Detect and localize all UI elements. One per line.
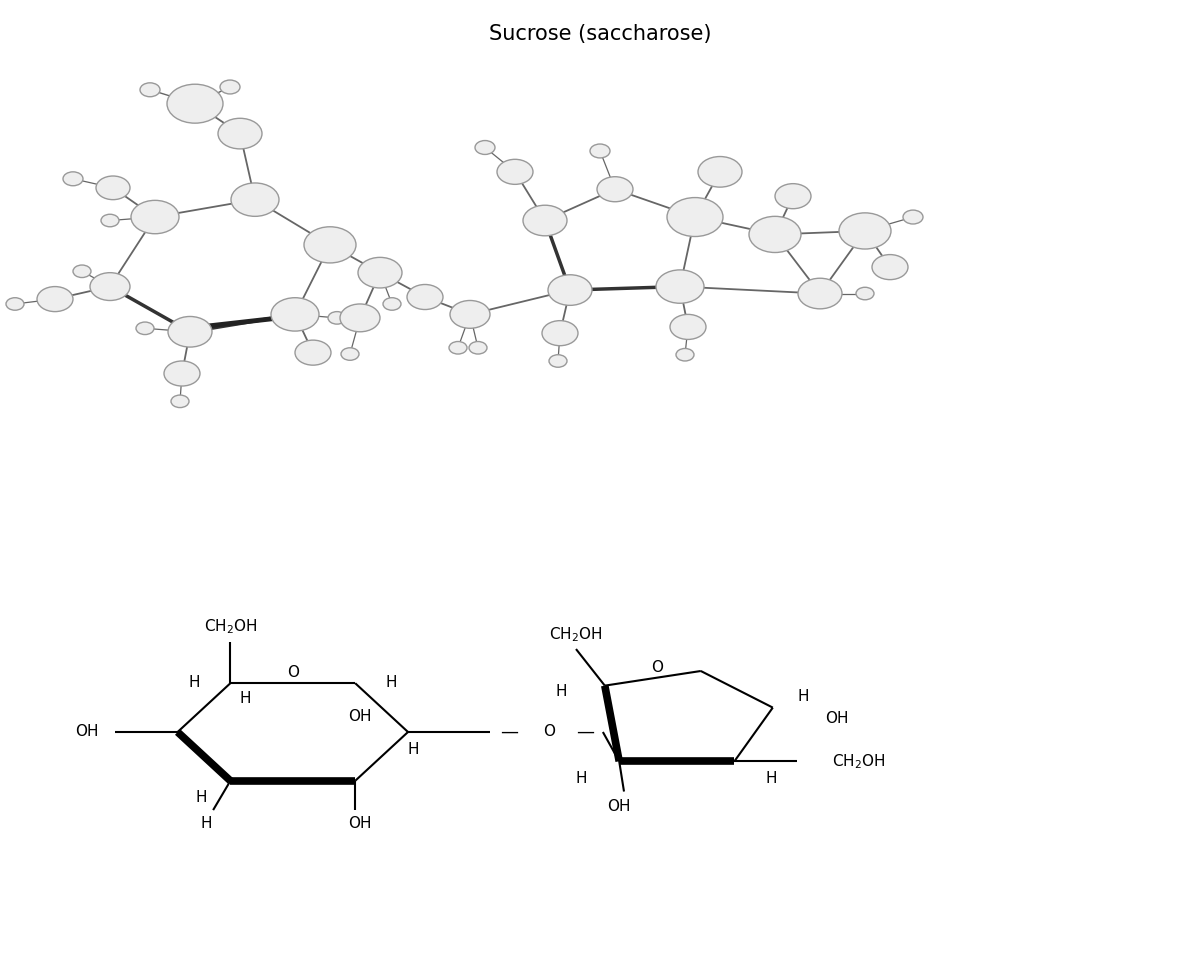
Circle shape [37,287,73,311]
Circle shape [523,205,568,236]
Circle shape [749,217,802,253]
Circle shape [407,284,443,309]
Text: —: — [577,723,595,741]
Circle shape [136,322,154,335]
Circle shape [90,272,130,301]
Circle shape [550,354,568,367]
Text: OH: OH [74,724,98,740]
Circle shape [872,255,908,279]
Text: OH: OH [348,709,372,724]
Circle shape [341,347,359,360]
Text: CH$_2$OH: CH$_2$OH [550,625,602,644]
Circle shape [96,176,130,200]
Text: H: H [766,771,776,786]
Text: H: H [798,689,809,705]
Circle shape [358,258,402,288]
Text: OH: OH [348,816,372,832]
Text: H: H [407,742,419,756]
Circle shape [6,298,24,310]
Text: H: H [188,674,199,690]
Circle shape [548,275,592,305]
Circle shape [449,342,467,354]
Circle shape [775,183,811,209]
Circle shape [64,172,83,185]
Circle shape [230,183,278,217]
Circle shape [656,270,704,304]
Text: CH$_2$OH: CH$_2$OH [204,618,257,636]
Circle shape [542,321,578,346]
Text: H: H [239,691,251,707]
Circle shape [798,278,842,308]
Circle shape [101,215,119,226]
Circle shape [904,210,923,224]
Text: O: O [287,665,299,680]
Text: O: O [652,660,664,675]
Circle shape [698,156,742,187]
Text: OH: OH [826,711,850,726]
Text: H: H [196,791,208,805]
Circle shape [220,80,240,94]
Text: H: H [556,684,568,699]
Circle shape [218,118,262,149]
Circle shape [340,304,380,332]
Circle shape [304,226,356,263]
Circle shape [475,141,496,154]
Circle shape [167,84,223,123]
Text: CH$_2$OH: CH$_2$OH [833,752,886,771]
Circle shape [383,298,401,310]
Circle shape [168,316,212,347]
Circle shape [598,177,634,202]
Circle shape [670,314,706,340]
Circle shape [170,395,188,408]
Circle shape [131,200,179,233]
Text: H: H [386,674,397,690]
Circle shape [469,342,487,354]
Circle shape [839,213,890,249]
Circle shape [164,361,200,386]
Text: H: H [200,816,212,832]
Text: O: O [544,724,556,740]
Text: —: — [499,723,518,741]
Circle shape [295,340,331,365]
Circle shape [73,265,91,277]
Text: H: H [575,771,587,786]
Circle shape [140,83,160,97]
Circle shape [676,348,694,361]
Circle shape [271,298,319,331]
Text: OH: OH [607,798,631,814]
Circle shape [450,301,490,328]
Circle shape [497,159,533,184]
Circle shape [856,287,874,300]
Circle shape [590,144,610,158]
Text: Sucrose (saccharose): Sucrose (saccharose) [488,24,712,44]
Circle shape [667,197,722,236]
Circle shape [328,311,346,324]
